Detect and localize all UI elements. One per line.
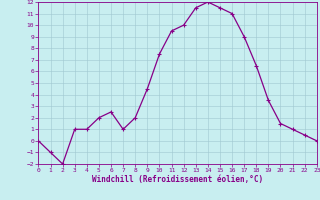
X-axis label: Windchill (Refroidissement éolien,°C): Windchill (Refroidissement éolien,°C) (92, 175, 263, 184)
